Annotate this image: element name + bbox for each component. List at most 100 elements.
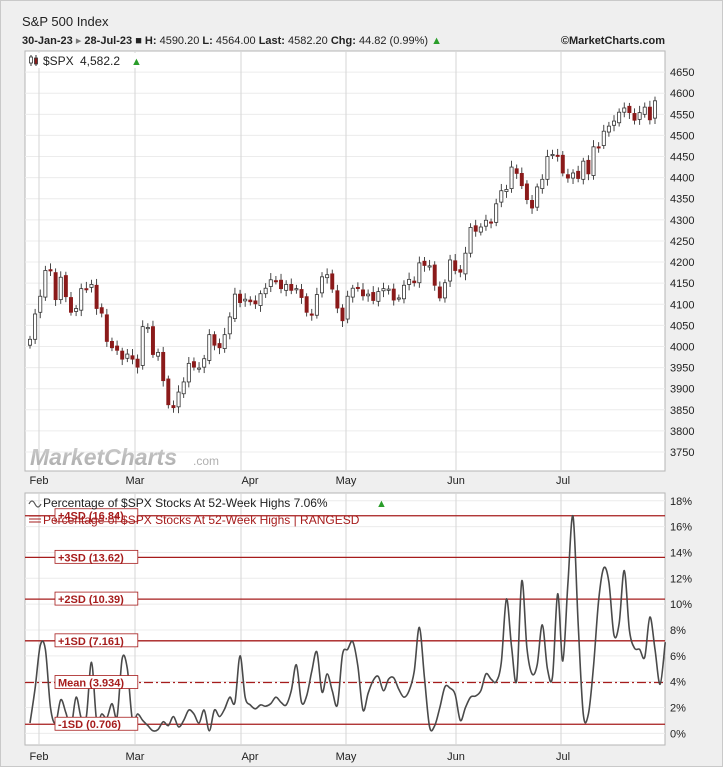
candle-body (161, 351, 166, 382)
candle-body (140, 326, 145, 366)
stddev-band-label: +1SD (7.161) (54, 633, 139, 648)
low-value: 4564.00 (215, 35, 256, 47)
candle-body (407, 278, 412, 285)
indicator-legend-2: Percentage of $SPX Stocks At 52-Week Hig… (43, 513, 360, 527)
candle-body (550, 154, 555, 157)
candle-body (232, 293, 237, 320)
candle-body (627, 105, 632, 114)
candle-body (606, 125, 611, 133)
candle-body (565, 174, 570, 179)
candle-body (58, 276, 63, 301)
x-axis: Feb Mar Apr May Jun Jul Feb Mar Apr May Jun Jul (30, 475, 571, 763)
candle-body (571, 172, 576, 179)
candle-body (253, 300, 258, 305)
indicator-y-tick-label: 0% (670, 728, 686, 740)
line-legend-icon (28, 500, 42, 508)
brand-credit: ©MarketCharts.com (560, 35, 665, 47)
watermark-text: MarketCharts (30, 444, 177, 470)
candle-body (330, 273, 335, 290)
candle-body (202, 358, 207, 368)
candle-body (366, 293, 371, 297)
candle-body (299, 289, 304, 298)
candle-body (191, 361, 196, 368)
candle-body (483, 219, 488, 227)
candle-body (530, 200, 535, 209)
last-value: 4582.20 (288, 35, 328, 47)
indicator-y-tick-label: 10% (670, 599, 692, 611)
candle-body (48, 269, 53, 272)
price-legend-symbol: $SPX (43, 54, 74, 68)
candle-body (207, 334, 212, 361)
candle-body (320, 276, 324, 294)
candle-body (258, 293, 263, 306)
candle-body (125, 353, 130, 359)
price-y-tick-label: 3750 (670, 447, 694, 459)
candle-body (386, 288, 391, 291)
indicator-y-tick-label: 16% (670, 522, 692, 534)
date-from: 30-Jan-23 (22, 35, 73, 47)
band-label-text: +1SD (7.161) (58, 636, 124, 648)
price-y-tick-label: 3850 (670, 405, 694, 417)
candle-body (601, 130, 606, 146)
candle-body (637, 112, 642, 120)
price-legend-bg (27, 53, 149, 68)
price-y-tick-label: 4650 (670, 67, 694, 79)
candle-body (227, 316, 232, 335)
x-tick-label-top: Jul (556, 475, 570, 487)
candle-body (145, 327, 150, 330)
candle-body (427, 265, 432, 268)
candle-body (350, 287, 355, 298)
candle-body (514, 168, 519, 174)
candle-body (135, 358, 140, 368)
candle-body (504, 189, 509, 192)
price-legend-value: 4,582.2 (80, 54, 120, 68)
band-label-text: +2SD (10.39) (58, 594, 124, 606)
candle-body (217, 343, 222, 349)
price-y-tick-label: 4600 (670, 88, 694, 100)
candle-body (335, 290, 340, 309)
candle-body (212, 334, 217, 346)
band-label-box (54, 633, 139, 648)
band-label-text: -1SD (0.706) (58, 719, 121, 731)
indicator-y-tick-label: 4% (670, 677, 686, 689)
candle-body (417, 262, 422, 284)
price-legend: $SPX 4,582.2 ▲ (27, 53, 149, 68)
price-y-tick-label: 4500 (670, 130, 694, 142)
candle-body (289, 284, 294, 291)
price-up-triangle-icon: ▲ (131, 56, 142, 68)
up-triangle-icon: ▲ (431, 35, 443, 47)
price-y-tick-label: 4100 (670, 299, 694, 311)
indicator-y-tick-label: 8% (670, 625, 686, 637)
indicator-y-tick-label: 2% (670, 703, 686, 715)
candle-body (642, 106, 647, 115)
price-y-tick-label: 4350 (670, 194, 694, 206)
indicator-panel (24, 492, 666, 746)
candle-body (473, 225, 478, 232)
candle-body (468, 227, 473, 254)
candle-body (560, 154, 565, 174)
candle-body (391, 288, 396, 301)
high-label: H: (144, 35, 157, 47)
high-value: 4590.20 (159, 35, 200, 47)
indicator-legend: Percentage of $SPX Stocks At 52-Week Hig… (28, 496, 387, 527)
indicator-y-tick-label: 14% (670, 547, 692, 559)
x-tick-label-bottom: Feb (30, 751, 49, 763)
candle-body (94, 284, 99, 309)
candle-body (69, 297, 73, 313)
candle-body (171, 405, 176, 409)
candle-body (437, 286, 442, 299)
candle-body (89, 284, 94, 288)
price-y-tick-label: 4450 (670, 152, 694, 164)
candle-body (273, 280, 278, 283)
band-legend-icon (29, 515, 41, 523)
candle-body (555, 154, 560, 157)
candle-body (304, 296, 309, 313)
stddev-band-labels: +4SD (16.84) +3SD (13.62) +2SD (10.39) +1SD… (54, 508, 139, 731)
candle-body (248, 299, 253, 303)
candle-body (540, 178, 545, 190)
stddev-band-label: +2SD (10.39) (54, 591, 139, 606)
stddev-band-label: +4SD (16.84) (54, 508, 139, 523)
candle-body (53, 272, 58, 301)
percentage-line (29, 515, 667, 732)
